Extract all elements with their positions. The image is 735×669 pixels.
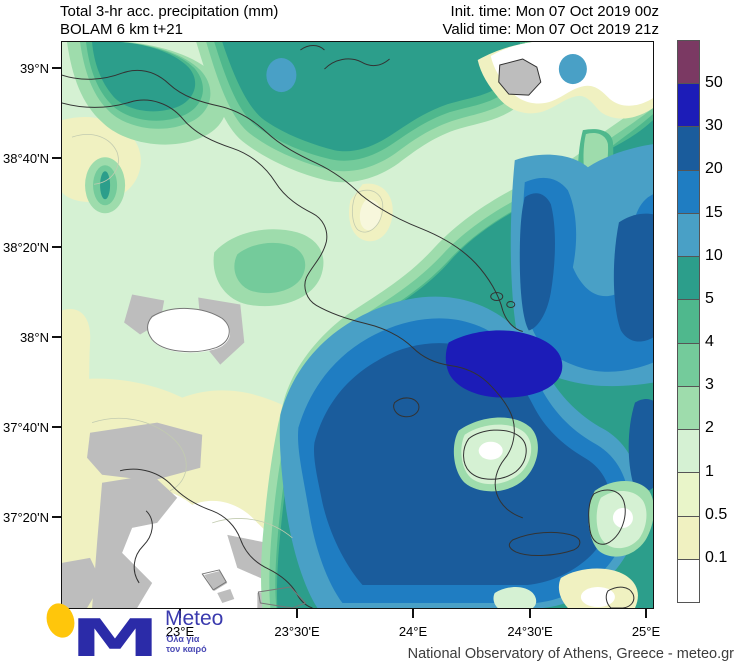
map-title: Total 3-hr acc. precipitation (mm) (60, 3, 279, 20)
x-tick (645, 609, 647, 618)
x-axis-label: 24°E (398, 624, 428, 639)
colorbar-label: 20 (705, 160, 723, 178)
meteo-m-icon: M (70, 609, 160, 663)
y-axis-label: 38°N (19, 330, 49, 345)
y-axis-label: 39°N (19, 61, 49, 76)
coastline-layer (62, 45, 635, 608)
colorbar-label: 50 (705, 74, 723, 92)
colorbar-cell (678, 41, 699, 84)
credit-text: National Observatory of Athens, Greece -… (407, 646, 734, 662)
x-tick (179, 609, 181, 618)
colorbar-label: 0.5 (705, 505, 728, 523)
x-tick (296, 609, 298, 618)
colorbar-label: 15 (705, 203, 723, 221)
contour-fill-layer (62, 42, 653, 608)
y-axis-label: 38°40'N (3, 151, 49, 166)
y-tick (52, 516, 61, 518)
precipitation-map (61, 41, 654, 609)
y-tick (52, 246, 61, 248)
colorbar-label: 10 (705, 246, 723, 264)
colorbar-labels: 50 30 20 15 10 5 4 3 2 1 0.5 0.1 (705, 40, 735, 603)
colorbar-cell (678, 299, 699, 343)
y-tick (52, 336, 61, 338)
colorbar-label: 1 (705, 462, 714, 480)
init-time: Init. time: Mon 07 Oct 2019 00z (450, 3, 659, 20)
x-axis-label: 25°E (631, 624, 661, 639)
valid-time: Valid time: Mon 07 Oct 2019 21z (442, 21, 659, 38)
map-title-block: Total 3-hr acc. precipitation (mm) BOLAM… (60, 3, 278, 39)
colorbar-label: 3 (705, 376, 714, 394)
x-axis-label: 23°30'E (274, 624, 320, 639)
y-tick (52, 157, 61, 159)
minor-contour-layer (71, 134, 384, 539)
precipitation-colorbar (677, 40, 700, 603)
colorbar-cell (678, 169, 699, 213)
colorbar-label: 30 (705, 117, 723, 135)
colorbar-cell (678, 83, 699, 127)
y-tick (52, 426, 61, 428)
colorbar-cell (678, 385, 699, 430)
svg-text:M: M (70, 609, 160, 663)
x-tick (412, 609, 414, 618)
logo-wordmark: Meteo (165, 607, 224, 630)
colorbar-cell (678, 342, 699, 386)
colorbar-label: 0.1 (705, 548, 728, 566)
x-axis-label: 24°30'E (507, 624, 553, 639)
logo-tagline: Όλα για τον καιρό (166, 634, 207, 654)
y-tick (52, 67, 61, 69)
colorbar-cell (678, 558, 699, 603)
contour-map-svg (62, 42, 653, 608)
y-axis-label: 38°20'N (3, 240, 49, 255)
colorbar-cell (678, 472, 699, 516)
model-run-label: BOLAM 6 km t+21 (60, 21, 183, 38)
meteo-logo: M Meteo Όλα για τον καιρό (42, 599, 264, 668)
x-tick (529, 609, 531, 618)
y-axis-label: 37°40'N (3, 420, 49, 435)
colorbar-cell (678, 212, 699, 257)
colorbar-label: 4 (705, 333, 714, 351)
colorbar-cell (678, 515, 699, 559)
y-axis-label: 37°20'N (3, 510, 49, 525)
colorbar-cell (678, 429, 699, 473)
colorbar-label: 2 (705, 419, 714, 437)
time-info-block: Init. time: Mon 07 Oct 2019 00z Valid ti… (442, 3, 659, 39)
colorbar-label: 5 (705, 289, 714, 307)
x-axis-label: 23°E (165, 624, 195, 639)
colorbar-cell (678, 126, 699, 170)
colorbar-cell (678, 256, 699, 300)
